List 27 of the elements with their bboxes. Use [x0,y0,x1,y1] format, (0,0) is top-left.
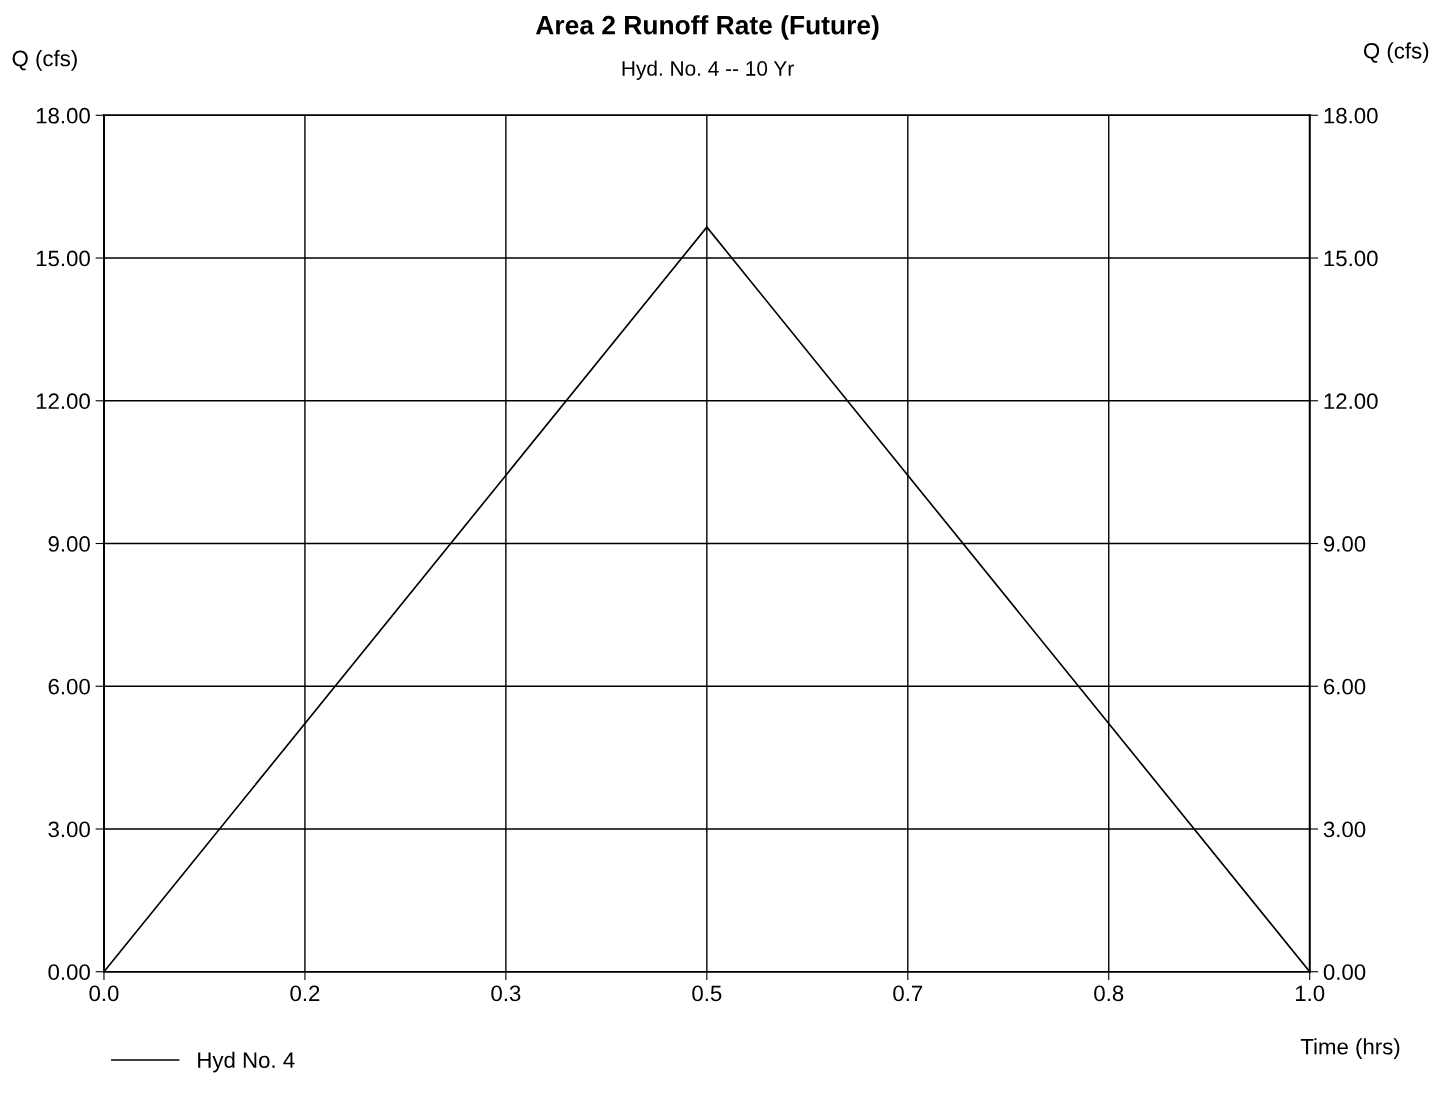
legend-label: Hyd No. 4 [198,1051,295,1073]
x-tick-label: 1.0 [1295,985,1325,1002]
y2-tick-label: 15.00 [1324,250,1378,267]
y-axis-title: Q (cfs) [12,50,77,71]
y-tick-label: 12.00 [36,393,90,410]
y2-tick-label: 18.00 [1324,107,1378,124]
chart-subtitle: Hyd. No. 4 -- 10 Yr [622,60,794,80]
y-tick-label: 15.00 [36,250,90,267]
y2-tick-label: 6.00 [1324,678,1366,695]
x-tick-label: 0.0 [89,985,119,1002]
y2-axis-title: Q (cfs) [1363,42,1429,64]
y-tick-label: 3.00 [48,821,90,838]
y-tick-label: 0.00 [48,964,90,980]
y-tick-label: 9.00 [48,536,90,552]
y2-tick-label: 3.00 [1323,821,1366,838]
y-tick-label: 6.00 [48,678,90,695]
x-tick-label: 0.7 [893,985,923,1002]
y2-tick-label: 12.00 [1324,393,1378,410]
chart-title: Area 2 Runoff Rate (Future) [535,15,879,40]
y2-tick-label: 0.00 [1323,964,1366,980]
y-tick-label: 18.00 [36,107,90,124]
y2-tick-label: 9.00 [1323,536,1366,552]
x-tick-label: 0.3 [491,985,521,1002]
x-tick-label: 0.8 [1094,985,1124,1002]
x-tick-label: 0.5 [692,985,722,1002]
x-axis-title: Time (hrs) [1300,1038,1400,1059]
x-tick-label: 0.2 [290,985,320,1002]
